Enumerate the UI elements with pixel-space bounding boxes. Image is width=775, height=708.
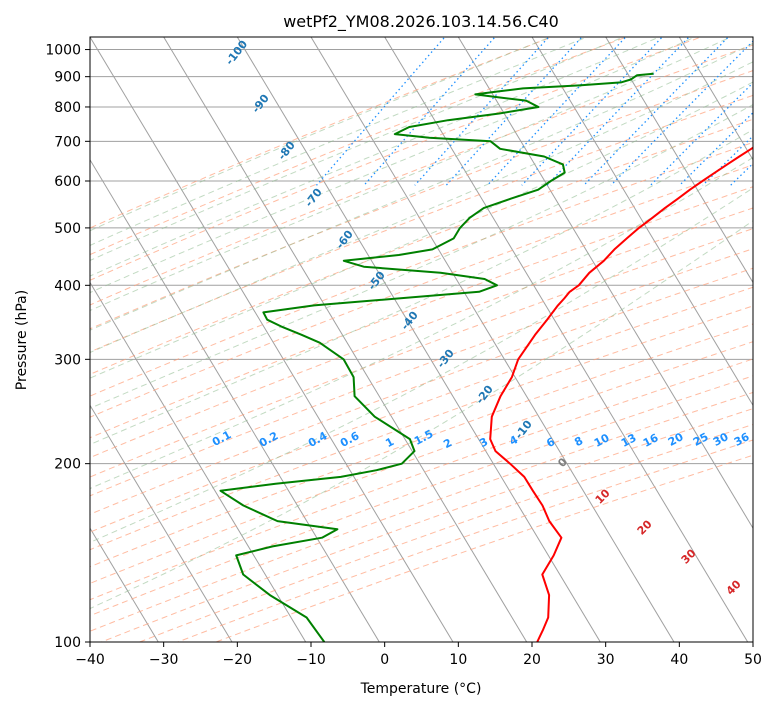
moist-adiabat-line <box>90 37 732 312</box>
mixing-ratio-label: 20 <box>666 430 686 449</box>
y-tick-label: 200 <box>54 457 81 473</box>
mixing-ratio-label: 36 <box>732 430 752 449</box>
moist-adiabat-line <box>90 37 552 232</box>
x-tick-label: 10 <box>449 652 467 668</box>
x-tick-label: 20 <box>523 652 541 668</box>
mixing-ratio-line <box>487 37 627 186</box>
dry-adiabat-line <box>90 164 753 418</box>
sounding-profiles <box>219 72 753 642</box>
x-tick-label: 30 <box>597 652 615 668</box>
mixing-ratio-label: 30 <box>711 430 731 449</box>
isotherm-line <box>90 404 233 642</box>
y-axis-label: Pressure (hPa) <box>14 290 30 390</box>
isotherm-line <box>531 37 753 407</box>
dry-adiabat-line <box>90 37 628 256</box>
x-tick-label: 40 <box>670 652 688 668</box>
moist-adiabat-line <box>90 187 753 543</box>
moist-adiabat-line <box>90 42 753 331</box>
isotherm-line <box>90 158 380 642</box>
y-tick-label: 400 <box>54 278 81 294</box>
isotherm-line <box>90 527 159 642</box>
dry-adiabat-line <box>90 358 753 601</box>
y-tick-label: 900 <box>54 70 81 86</box>
dry-adiabats <box>90 37 753 642</box>
temperature-profile-line <box>489 146 753 642</box>
isotherm-line <box>90 281 307 642</box>
y-tick-label: 700 <box>54 134 81 150</box>
mixing-ratio-line <box>583 37 730 186</box>
y-tick-label: 800 <box>54 100 81 116</box>
x-tick-label: 50 <box>744 652 762 668</box>
x-tick-label: 0 <box>380 652 389 668</box>
x-tick-label: −20 <box>223 652 253 668</box>
moist-adiabat-line <box>90 37 625 261</box>
isotherm-line <box>163 37 528 642</box>
mixing-ratio-label: 13 <box>619 431 639 450</box>
dry-adiabat-line <box>90 323 753 568</box>
isotherm-line <box>457 37 753 530</box>
dry-adiabat-line <box>90 37 703 281</box>
moist-adiabats <box>90 37 753 610</box>
moist-adiabat-line <box>90 156 753 490</box>
mixing-ratio-line <box>610 40 753 186</box>
dry-adiabat-line <box>90 391 753 632</box>
mixing-ratio-label: 16 <box>641 431 661 450</box>
mixing-ratio-line <box>546 37 691 186</box>
dry-adiabat-line <box>90 186 753 439</box>
axes: −40 −30 −20 −10 0 10 20 30 40 50 100 200 300 400 500 60… <box>45 43 762 668</box>
dry-adiabat-line <box>90 70 753 330</box>
isotherm-line <box>90 37 454 642</box>
dry-adiabat-line <box>90 44 753 306</box>
x-tick-label: −10 <box>296 652 326 668</box>
isotherm-line <box>605 37 753 284</box>
mixing-ratio-label: 25 <box>691 430 711 449</box>
plot-frame <box>89 36 754 643</box>
moist-adiabat-line <box>90 37 661 277</box>
moist-adiabat-line <box>90 220 753 610</box>
dry-adiabat-line <box>90 267 753 515</box>
dewpoint-profile-line <box>219 72 654 642</box>
moist-adiabat-line <box>90 104 753 409</box>
y-tick-label: 300 <box>54 352 81 368</box>
dry-adiabat-line <box>90 94 753 353</box>
x-tick-label: −40 <box>75 652 105 668</box>
mixing-ratio-lines <box>316 37 753 186</box>
x-axis-label: Temperature (°C) <box>360 681 482 697</box>
mixing-ratio-label: 10 <box>592 431 612 450</box>
moist-adiabat-line <box>90 61 753 354</box>
dry-adiabat-line <box>90 228 753 478</box>
chart-title: wetPf2_YM08.2026.103.14.56.C40 <box>283 12 559 32</box>
y-tick-label: 600 <box>54 174 81 190</box>
y-tick-label: 100 <box>54 635 81 651</box>
x-tick-label: −30 <box>149 652 179 668</box>
dry-adiabat-line <box>90 286 753 533</box>
y-tick-label: 1000 <box>45 43 81 59</box>
plot-area: -100-90-80-70-60-50-40-30-20-100.1 0.2 0.4… <box>89 36 754 643</box>
moist-adiabat-line <box>90 37 697 294</box>
moist-adiabat-line <box>90 37 589 246</box>
mixing-ratio-line <box>521 37 664 186</box>
dry-adiabat-line <box>90 118 753 375</box>
y-tick-label: 500 <box>54 221 81 237</box>
mixing-ratio-line <box>363 37 496 186</box>
